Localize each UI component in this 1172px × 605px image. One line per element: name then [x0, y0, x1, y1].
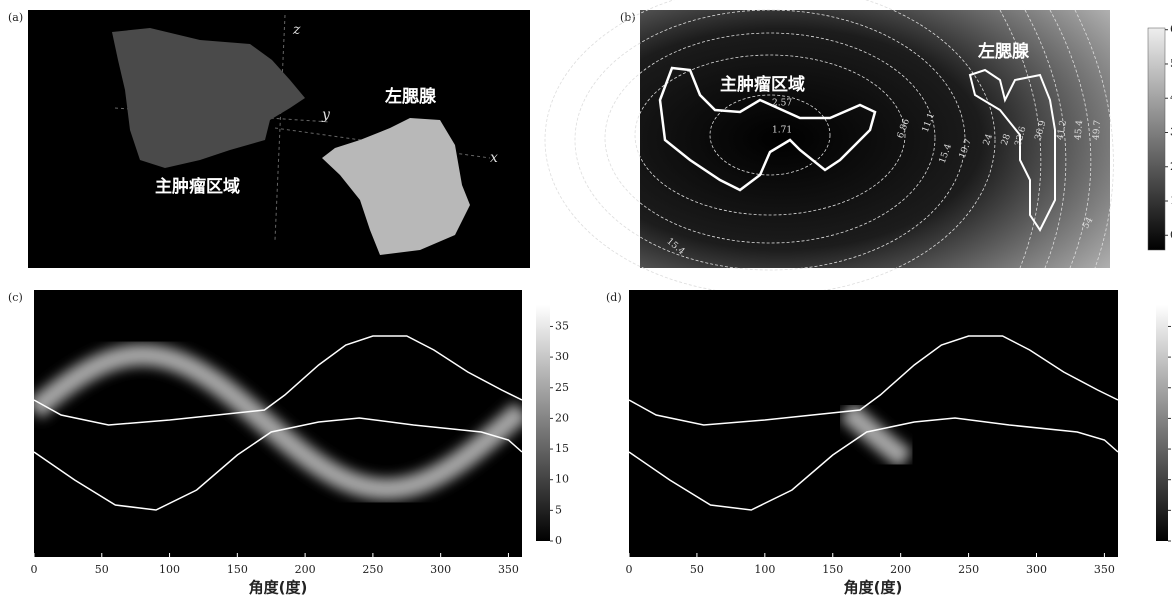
colorbar-tick-label: 25 — [555, 381, 569, 394]
x-axis-title: 角度(度) — [844, 579, 903, 597]
colorbar-tick-label: 35 — [555, 319, 569, 332]
colorbar-tick-label: 30 — [555, 350, 569, 363]
colorbar-tick-label: 5 — [555, 503, 562, 516]
contour-label: 49.7 — [1092, 119, 1104, 140]
axis-label: x — [490, 150, 498, 166]
x-tick-label: 0 — [31, 563, 38, 576]
contour-label: 45.4 — [1074, 119, 1086, 140]
x-tick-label: 100 — [159, 563, 180, 576]
x-tick-label: 0 — [626, 563, 633, 576]
x-tick-label: 250 — [958, 563, 979, 576]
region-label: 主肿瘤区域 — [155, 176, 240, 197]
x-tick-label: 50 — [95, 563, 109, 576]
axis-label: y — [321, 107, 331, 123]
region-label: 左腮腺 — [978, 41, 1030, 62]
panel-label: (a) — [8, 11, 23, 24]
colorbar-tick-label: 0 — [555, 534, 562, 547]
x-tick-label: 350 — [1094, 563, 1115, 576]
contour-label: 1.71 — [772, 126, 792, 136]
x-tick-label: 50 — [690, 563, 704, 576]
contour-label: 2.57 — [772, 99, 792, 109]
panel-label: (b) — [620, 11, 636, 24]
x-tick-label: 300 — [430, 563, 451, 576]
figure: (a) z y x 左腮腺 主肿瘤区域 (b) 主肿瘤区域 左腮腺 (c) (d… — [0, 0, 1172, 605]
colorbar-tick-label: 20 — [555, 411, 569, 424]
x-axis-title: 角度(度) — [249, 579, 308, 597]
colorbar — [536, 305, 550, 541]
x-tick-label: 200 — [890, 563, 911, 576]
region-label: 主肿瘤区域 — [720, 74, 805, 95]
colorbar — [1156, 305, 1168, 541]
x-tick-label: 100 — [754, 563, 775, 576]
region-label: 左腮腺 — [385, 86, 437, 107]
x-tick-label: 200 — [295, 563, 316, 576]
panel-label: (d) — [606, 291, 622, 304]
x-tick-label: 300 — [1026, 563, 1047, 576]
x-tick-label: 150 — [227, 563, 248, 576]
x-tick-label: 250 — [362, 563, 383, 576]
axis-label: z — [292, 22, 301, 38]
colorbar — [1148, 28, 1165, 250]
panel-label: (c) — [8, 291, 23, 304]
x-tick-label: 350 — [498, 563, 519, 576]
colorbar-tick-label: 15 — [555, 442, 569, 455]
x-tick-label: 150 — [822, 563, 843, 576]
colorbar-tick-label: 10 — [555, 473, 569, 486]
